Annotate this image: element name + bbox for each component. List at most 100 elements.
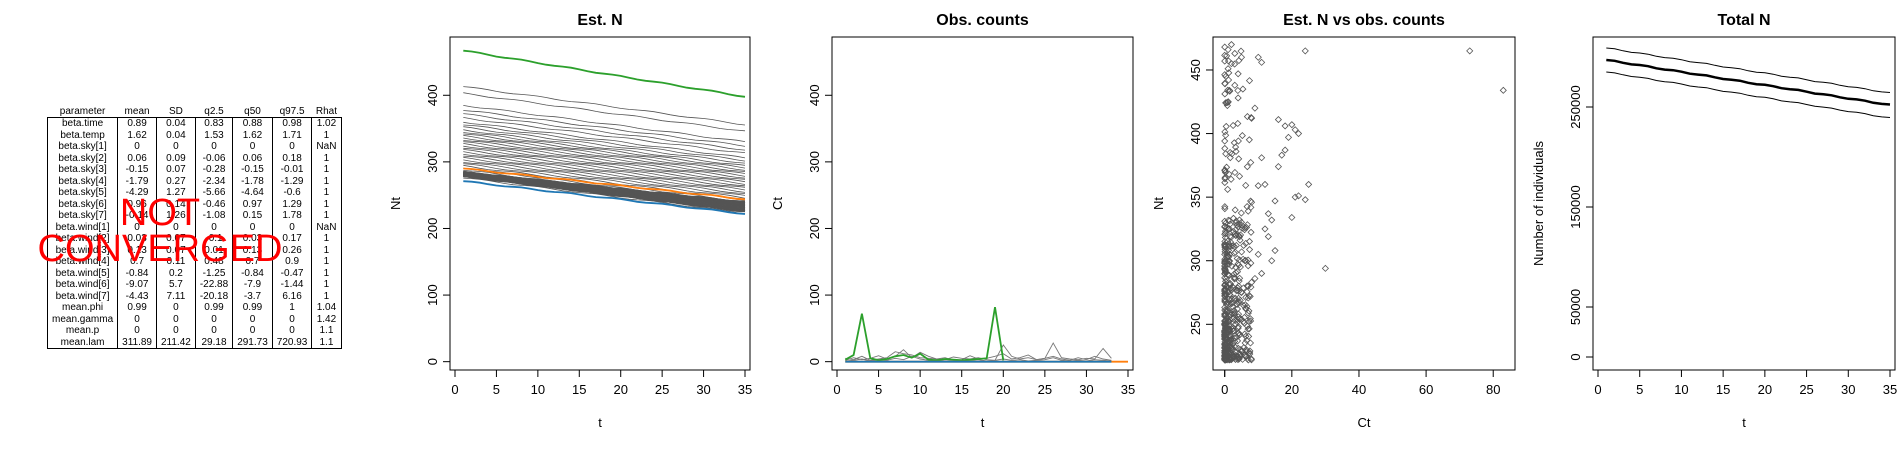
value-cell: 0 — [155, 141, 196, 153]
x-tick-label: 35 — [1883, 382, 1897, 397]
series-line-mean — [1606, 58, 1891, 106]
scatter-point — [1222, 277, 1230, 285]
parameter-cell: beta.wind[7] — [46, 290, 118, 302]
series-line-grey — [463, 156, 746, 194]
value-cell: -5.66 — [194, 187, 233, 199]
scatter-point — [1224, 46, 1232, 54]
scatter-point — [1234, 329, 1242, 337]
scatter-point — [1225, 350, 1233, 358]
scatter-point — [1223, 298, 1231, 306]
scatter-point — [1221, 286, 1229, 294]
table-row: beta.wind[3] 0.13 0.07 0.01 0.13 0.26 1 — [46, 244, 342, 256]
scatter-point — [1227, 356, 1235, 364]
scatter-point — [1268, 257, 1276, 265]
scatter-point — [1241, 330, 1249, 338]
scatter-point — [1226, 291, 1234, 299]
value-cell: 0 — [194, 325, 233, 337]
x-tick-label: 35 — [1121, 382, 1135, 397]
value-cell: 0 — [194, 141, 233, 153]
series-line-grey — [845, 342, 1112, 361]
scatter-point — [1235, 355, 1243, 363]
scatter-point — [1247, 114, 1256, 122]
scatter-point — [1294, 192, 1303, 200]
scatter-point — [1246, 347, 1254, 355]
scatter-point — [1223, 99, 1231, 107]
y-axis: 250 300 350 400 450 — [1188, 59, 1213, 335]
value-cell: 0 — [155, 302, 196, 314]
value-cell: -0.14 — [117, 210, 157, 222]
value-cell: 0.06 — [232, 152, 273, 164]
value-cell: -2.34 — [194, 175, 233, 187]
scatter-point — [1221, 240, 1229, 248]
value-cell: -20.18 — [194, 290, 233, 302]
scatter-point — [1231, 60, 1239, 68]
scatter-point — [1227, 175, 1235, 183]
value-cell: 0 — [117, 221, 157, 233]
scatter-point — [1251, 274, 1259, 283]
scatter-point — [1223, 52, 1231, 60]
scatter-point — [1221, 79, 1229, 87]
parameter-cell: mean.lam — [46, 336, 118, 349]
value-cell: -1.29 — [271, 175, 312, 187]
x-axis: 0 5 10 15 20 25 30 35 — [1594, 370, 1897, 397]
table-row: beta.wind[4] 0.7 0.11 0.48 0.7 0.9 1 — [46, 256, 342, 268]
scatter-point — [1261, 180, 1269, 188]
parameter-cell: beta.wind[1] — [46, 221, 118, 233]
x-tick-label: 10 — [1674, 382, 1688, 397]
y-axis: 0 100 200 300 400 — [807, 84, 832, 365]
summary-table-body: beta.time 0.89 0.04 0.83 0.88 0.98 1.02 beta.te… — [46, 117, 342, 349]
value-cell: 0.04 — [155, 129, 196, 141]
chart-title: Est. N — [577, 12, 622, 29]
scatter-point — [1221, 243, 1229, 251]
scatter-point — [1239, 85, 1247, 93]
scatter-point — [1240, 241, 1248, 250]
scatter-point — [1221, 222, 1229, 230]
value-cell: 0.11 — [155, 256, 196, 268]
scatter-point — [1244, 309, 1252, 317]
scatter-point — [1221, 128, 1229, 136]
series-line-grey — [463, 124, 746, 162]
scatter-point — [1222, 131, 1230, 139]
scatter-point — [1301, 47, 1309, 55]
scatter-point — [1221, 340, 1229, 349]
plot-frame — [449, 36, 751, 371]
value-cell: 1 — [311, 267, 342, 279]
y-tick-label: 0 — [807, 358, 822, 365]
series-line-grey — [463, 151, 746, 188]
value-cell: 1 — [271, 302, 312, 314]
scatter-point — [1242, 256, 1250, 265]
value-cell: -1.78 — [232, 175, 273, 187]
scatter-point — [1235, 261, 1243, 269]
table-row: beta.wind[7] -4.43 7.11 -20.18 -3.7 6.16 1 — [46, 290, 342, 302]
scatter-point — [1243, 322, 1252, 330]
x-tick-label: 10 — [913, 382, 927, 397]
scatter-point — [1254, 250, 1262, 258]
x-tick-label: 35 — [738, 382, 752, 397]
x-tick-label: 5 — [875, 382, 882, 397]
x-axis-label: t — [981, 415, 985, 430]
table-row: beta.wind[2] 0.03 0.07 -0.1 0.03 0.17 1 — [46, 233, 342, 245]
column-header: q2.5 — [204, 106, 224, 117]
scatter-point — [1222, 72, 1230, 80]
y-tick-label: 0 — [425, 358, 440, 365]
column-header: mean — [124, 106, 150, 117]
x-axis-label: t — [598, 415, 602, 430]
series-line-grey — [463, 145, 746, 183]
y-tick-label: 250000 — [1568, 85, 1583, 128]
scatter-point — [1234, 323, 1242, 331]
value-cell: 1 — [311, 164, 342, 176]
parameter-cell: beta.wind[6] — [46, 279, 118, 291]
value-cell: 0.07 — [155, 164, 196, 176]
table-row: beta.sky[7] -0.14 1.26 -1.08 0.15 1.78 1 — [46, 210, 342, 222]
scatter-point — [1225, 260, 1233, 268]
scatter-point — [1226, 87, 1234, 95]
value-cell: 0.26 — [271, 244, 312, 256]
parameter-cell: beta.temp — [46, 129, 118, 141]
value-cell: 0.89 — [117, 117, 157, 130]
value-cell: 0 — [117, 325, 157, 337]
value-cell: 0.97 — [232, 198, 273, 210]
scatter-point — [1271, 246, 1279, 255]
scatter-point — [1226, 148, 1234, 157]
scatter-point — [1224, 346, 1232, 354]
